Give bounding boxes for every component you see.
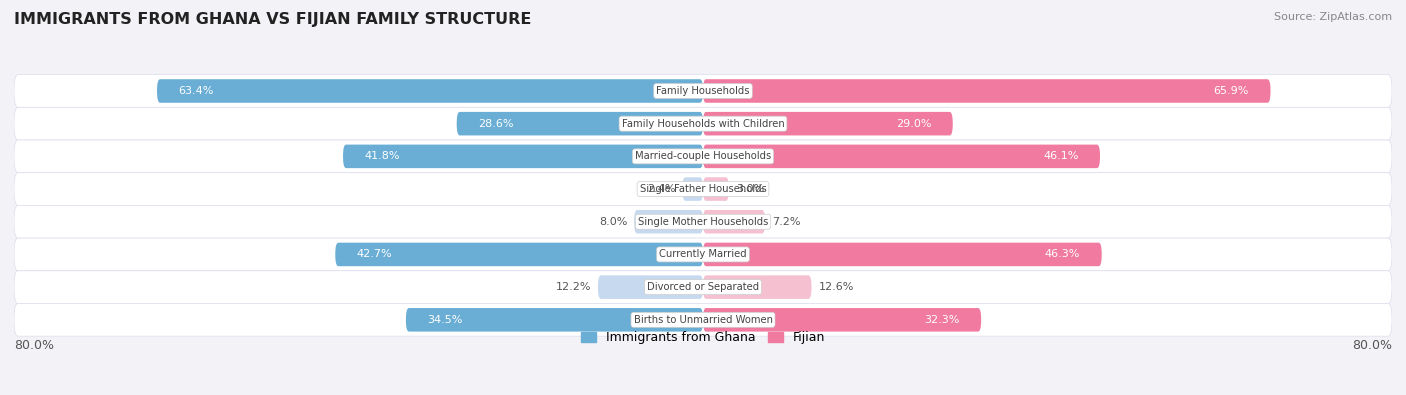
Text: 3.0%: 3.0% — [735, 184, 763, 194]
FancyBboxPatch shape — [14, 303, 1392, 336]
FancyBboxPatch shape — [457, 112, 703, 135]
Text: 8.0%: 8.0% — [599, 217, 627, 227]
Text: Births to Unmarried Women: Births to Unmarried Women — [634, 315, 772, 325]
Text: 2.4%: 2.4% — [647, 184, 675, 194]
FancyBboxPatch shape — [14, 75, 1392, 107]
Text: Family Households with Children: Family Households with Children — [621, 118, 785, 129]
FancyBboxPatch shape — [14, 107, 1392, 140]
Text: 80.0%: 80.0% — [14, 339, 53, 352]
FancyBboxPatch shape — [703, 177, 728, 201]
FancyBboxPatch shape — [14, 173, 1392, 205]
FancyBboxPatch shape — [157, 79, 703, 103]
FancyBboxPatch shape — [598, 275, 703, 299]
FancyBboxPatch shape — [14, 271, 1392, 303]
Text: 32.3%: 32.3% — [924, 315, 960, 325]
FancyBboxPatch shape — [406, 308, 703, 331]
FancyBboxPatch shape — [343, 145, 703, 168]
FancyBboxPatch shape — [14, 140, 1392, 173]
FancyBboxPatch shape — [634, 210, 703, 233]
FancyBboxPatch shape — [14, 205, 1392, 238]
Text: 46.3%: 46.3% — [1045, 249, 1080, 260]
FancyBboxPatch shape — [703, 210, 765, 233]
Text: Single Father Households: Single Father Households — [640, 184, 766, 194]
Text: 42.7%: 42.7% — [357, 249, 392, 260]
Text: Married-couple Households: Married-couple Households — [636, 151, 770, 162]
FancyBboxPatch shape — [703, 243, 1102, 266]
FancyBboxPatch shape — [682, 177, 703, 201]
FancyBboxPatch shape — [14, 238, 1392, 271]
FancyBboxPatch shape — [703, 79, 1271, 103]
Text: 12.2%: 12.2% — [555, 282, 591, 292]
Text: IMMIGRANTS FROM GHANA VS FIJIAN FAMILY STRUCTURE: IMMIGRANTS FROM GHANA VS FIJIAN FAMILY S… — [14, 12, 531, 27]
Text: 34.5%: 34.5% — [427, 315, 463, 325]
Legend: Immigrants from Ghana, Fijian: Immigrants from Ghana, Fijian — [581, 331, 825, 344]
Text: 63.4%: 63.4% — [179, 86, 214, 96]
FancyBboxPatch shape — [703, 275, 811, 299]
Text: 80.0%: 80.0% — [1353, 339, 1392, 352]
FancyBboxPatch shape — [703, 308, 981, 331]
Text: 46.1%: 46.1% — [1043, 151, 1078, 162]
Text: 28.6%: 28.6% — [478, 118, 513, 129]
Text: 29.0%: 29.0% — [896, 118, 931, 129]
Text: 41.8%: 41.8% — [364, 151, 401, 162]
Text: Family Households: Family Households — [657, 86, 749, 96]
Text: 12.6%: 12.6% — [818, 282, 853, 292]
FancyBboxPatch shape — [703, 112, 953, 135]
Text: Source: ZipAtlas.com: Source: ZipAtlas.com — [1274, 12, 1392, 22]
Text: Single Mother Households: Single Mother Households — [638, 217, 768, 227]
Text: 65.9%: 65.9% — [1213, 86, 1249, 96]
FancyBboxPatch shape — [703, 145, 1099, 168]
Text: Divorced or Separated: Divorced or Separated — [647, 282, 759, 292]
FancyBboxPatch shape — [335, 243, 703, 266]
Text: Currently Married: Currently Married — [659, 249, 747, 260]
Text: 7.2%: 7.2% — [772, 217, 800, 227]
